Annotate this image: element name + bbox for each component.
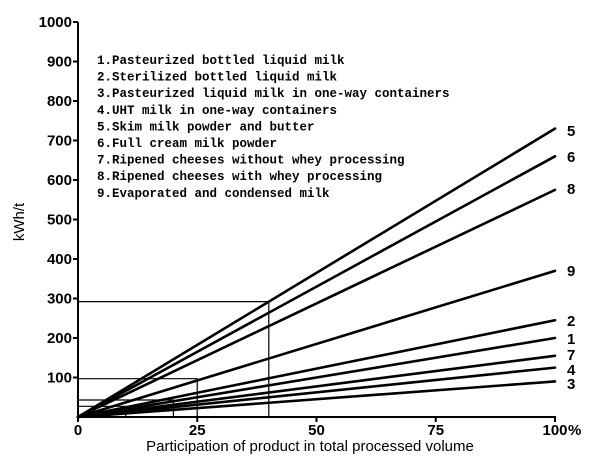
series-end-label: 4	[567, 362, 576, 379]
y-tick-label: 600	[47, 172, 72, 189]
x-axis-label: Participation of product in total proces…	[146, 438, 474, 455]
series-lines	[76, 127, 557, 419]
y-tick-label: 800	[47, 93, 72, 110]
legend-entry: 3.Pasteurized liquid milk in one-way con…	[97, 87, 450, 101]
y-tick-label: 400	[47, 251, 72, 268]
series-end-label: 2	[567, 313, 575, 330]
x-ticks: 0 25 50 75 100	[74, 417, 568, 439]
y-tick-label: 300	[47, 291, 72, 308]
y-tick-label: 500	[47, 212, 72, 229]
x-axis-unit: %	[568, 422, 581, 439]
legend: 1.Pasteurized bottled liquid milk 2.Steri…	[97, 54, 450, 201]
legend-entry: 8.Ripened cheeses with whey processing	[97, 170, 382, 184]
legend-entry: 4.UHT milk in one-way containers	[97, 104, 337, 118]
y-tick-label: 700	[47, 133, 72, 150]
series-line-5	[76, 127, 557, 419]
x-tick-label: 100	[542, 422, 567, 439]
series-line-2	[76, 318, 557, 419]
series-end-label: 5	[567, 123, 575, 140]
legend-entry: 9.Evaporated and condensed milk	[97, 187, 330, 201]
series-line-6	[76, 155, 557, 419]
y-tick-label: 900	[47, 54, 72, 71]
y-tick-label: 1000	[39, 14, 72, 31]
series-end-label: 6	[567, 149, 575, 166]
series-line-8	[76, 188, 557, 419]
series-end-label: 8	[567, 181, 575, 198]
series-line-9	[76, 269, 557, 419]
series-end-label: 9	[567, 263, 575, 280]
legend-entry: 6.Full cream milk powder	[97, 137, 277, 151]
series-end-label: 1	[567, 331, 575, 348]
series-end-label: 3	[567, 376, 575, 393]
legend-entry: 7.Ripened cheeses without whey processin…	[97, 154, 405, 168]
y-axis-label: kWh/t	[11, 202, 28, 241]
series-line-1	[76, 336, 557, 419]
series-line-4	[76, 366, 557, 419]
x-tick-label: 50	[308, 422, 325, 439]
series-line-7	[76, 354, 557, 419]
y-tick-label: 100	[47, 370, 72, 387]
x-tick-label: 0	[74, 422, 82, 439]
y-ticks: 100 200 300 400 500 600 700 800 900 1000	[39, 14, 78, 387]
x-tick-label: 75	[427, 422, 444, 439]
x-tick-label: 25	[189, 422, 206, 439]
y-tick-label: 200	[47, 330, 72, 347]
legend-entry: 2.Sterilized bottled liquid milk	[97, 71, 338, 85]
series-end-label: 7	[567, 347, 575, 364]
legend-entry: 1.Pasteurized bottled liquid milk	[97, 54, 345, 68]
series-line-3	[76, 380, 557, 419]
legend-entry: 5.Skim milk powder and butter	[97, 120, 315, 134]
